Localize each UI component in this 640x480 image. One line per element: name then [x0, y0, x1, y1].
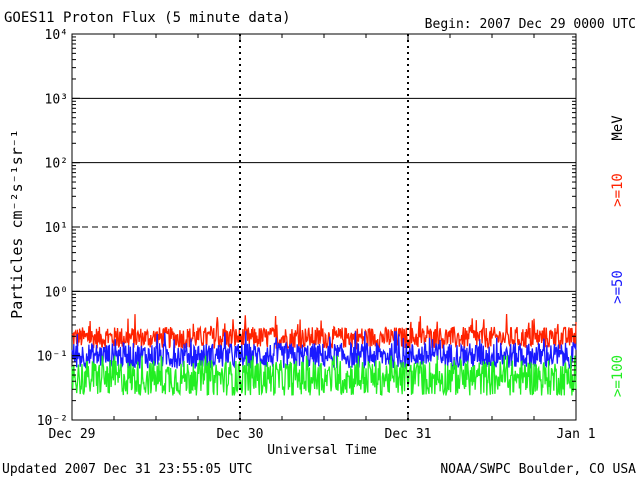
legend-series-3: >=100 — [610, 355, 626, 397]
updated-timestamp: Updated 2007 Dec 31 23:55:05 UTC — [2, 462, 252, 477]
credit-text: NOAA/SWPC Boulder, CO USA — [440, 462, 636, 477]
series-line-2 — [71, 331, 577, 371]
grid-lines — [71, 33, 577, 421]
chart-title: GOES11 Proton Flux (5 minute data) — [4, 10, 291, 26]
series-line-3 — [71, 355, 577, 397]
energy-legend: MeV >=10 >=50 >=100 — [610, 115, 626, 397]
y-tick-label: 10⁴ — [45, 28, 68, 43]
x-axis-label: Universal Time — [267, 443, 377, 458]
y-tick-label: 10² — [45, 157, 68, 172]
legend-series-1: >=10 — [610, 173, 626, 207]
y-tick-label: 10⁻² — [37, 414, 68, 429]
tick-labels: 10⁻² 10⁻¹ 10⁰ 10¹ 10² 10³ 10⁴ Dec 29 Dec 30 Dec 3… — [37, 28, 596, 442]
series-line-1 — [71, 313, 577, 351]
x-tick-label: Jan 1 — [556, 427, 595, 442]
series-group — [71, 313, 577, 397]
y-axis-label: Particles cm⁻²s⁻¹sr⁻¹ — [8, 129, 26, 319]
x-tick-label: Dec 30 — [217, 427, 264, 442]
x-tick-label: Dec 31 — [385, 427, 432, 442]
legend-series-2: >=50 — [610, 270, 626, 304]
y-tick-label: 10⁰ — [45, 285, 68, 300]
x-tick-label: Dec 29 — [49, 427, 96, 442]
y-tick-label: 10¹ — [45, 221, 68, 236]
y-tick-label: 10³ — [45, 92, 68, 107]
y-tick-label: 10⁻¹ — [37, 350, 68, 365]
begin-time: Begin: 2007 Dec 29 0000 UTC — [425, 17, 636, 32]
legend-unit: MeV — [610, 115, 626, 141]
